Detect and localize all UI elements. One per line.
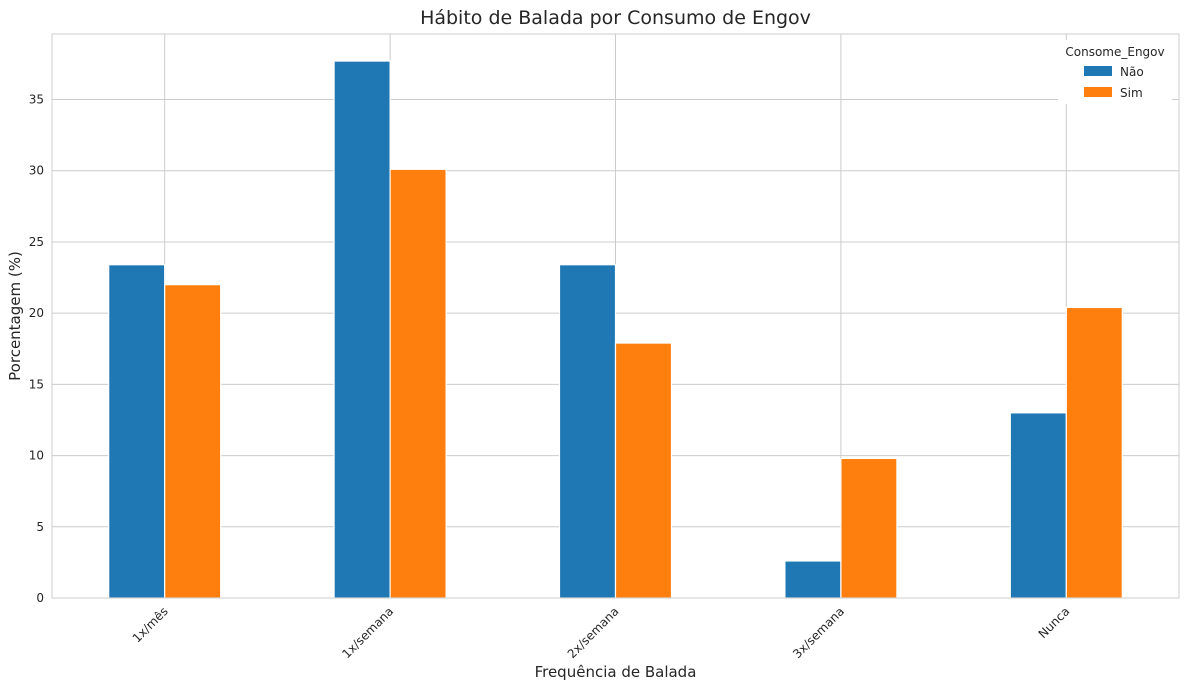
x-tick-label: 1x/semana xyxy=(339,604,396,661)
bar-sim-2 xyxy=(614,342,673,599)
x-axis-label: Frequência de Balada xyxy=(535,663,697,681)
y-tick-label: 30 xyxy=(29,164,44,178)
y-axis-label: Porcentagem (%) xyxy=(6,251,24,381)
y-tick-label: 15 xyxy=(29,377,44,391)
y-tick-label: 35 xyxy=(29,93,44,107)
y-axis-ticks: 0 5 10 15 20 25 30 35 xyxy=(29,93,44,605)
x-tick-label: 2x/semana xyxy=(565,604,622,661)
y-tick-label: 5 xyxy=(36,520,44,534)
x-tick-label: Nunca xyxy=(1036,604,1073,641)
legend-title: Consome_Engov xyxy=(1065,45,1164,59)
legend: Consome_Engov Não Sim xyxy=(1058,40,1172,104)
bar-no-1 xyxy=(333,60,391,599)
x-tick-label: 1x/mês xyxy=(130,604,171,645)
bar-no-2 xyxy=(558,264,617,599)
y-tick-label: 0 xyxy=(36,591,44,605)
bar-sim-0 xyxy=(164,284,222,599)
bar-no-4 xyxy=(1009,412,1067,599)
y-tick-label: 10 xyxy=(29,449,44,463)
bar-no-3 xyxy=(784,560,842,599)
plot-frame xyxy=(51,33,1180,599)
legend-entry: Não xyxy=(1120,65,1144,79)
bar-no-0 xyxy=(108,264,166,599)
bars xyxy=(108,60,1123,599)
legend-swatch xyxy=(1084,66,1112,76)
x-tick-label: 3x/semana xyxy=(790,604,847,661)
y-tick-label: 20 xyxy=(29,306,44,320)
legend-box xyxy=(1058,40,1172,104)
y-tick-label: 25 xyxy=(29,235,44,249)
bar-sim-1 xyxy=(389,168,447,599)
legend-swatch xyxy=(1084,87,1112,97)
legend-entry: Sim xyxy=(1120,86,1143,100)
bar-sim-4 xyxy=(1065,306,1123,599)
bar-sim-3 xyxy=(840,457,898,599)
x-axis-ticks: 1x/mês 1x/semana 2x/semana 3x/semana Nunca xyxy=(130,604,1073,661)
chart-title: Hábito de Balada por Consumo de Engov xyxy=(420,7,811,29)
